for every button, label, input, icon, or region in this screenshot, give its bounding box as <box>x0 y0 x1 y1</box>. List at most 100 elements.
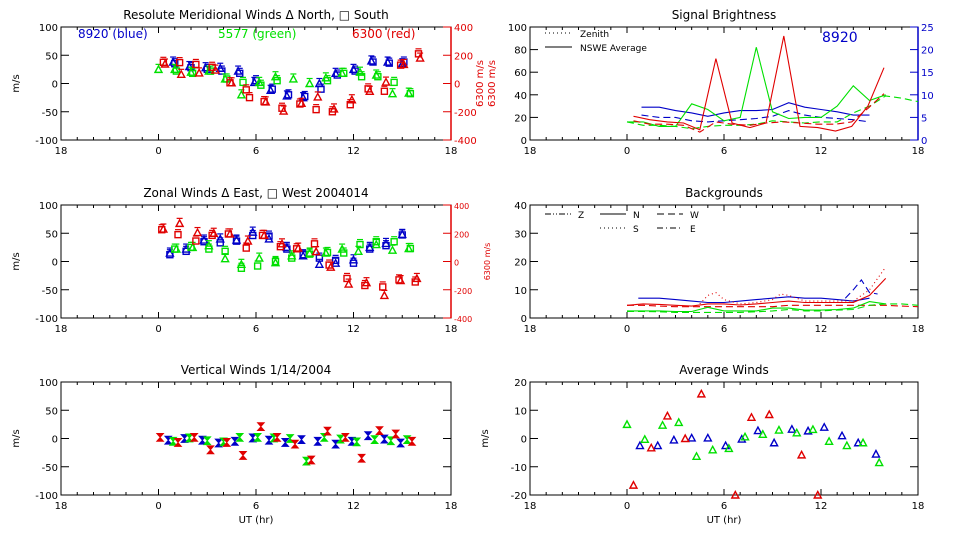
legend: Z N W S E <box>545 211 699 235</box>
data-point-triangle <box>753 425 763 435</box>
y-tick-label: 60 <box>514 68 527 79</box>
data-point-hourglass <box>272 432 282 442</box>
series-line <box>633 35 885 132</box>
data-point-triangle <box>646 442 656 452</box>
annotation-label: 6300 (red) <box>352 27 415 41</box>
legend-label: E <box>690 225 696 235</box>
data-point-triangle <box>764 409 774 419</box>
data-point-triangle <box>635 440 645 450</box>
data-point-hourglass <box>379 434 389 444</box>
x-tick-label: 18 <box>524 324 537 335</box>
data-point-square <box>171 245 179 253</box>
y-axis-label: m/s <box>11 252 22 270</box>
right-y-tick-label: 5 <box>921 113 927 124</box>
x-tick-label: 18 <box>912 501 925 512</box>
y-tick-label: 20 <box>514 113 527 124</box>
data-point-triangle <box>288 74 299 83</box>
data-point-triangle <box>330 68 341 78</box>
data-point-hourglass <box>180 434 189 443</box>
annotation-label: 8920 (blue) <box>78 27 148 41</box>
data-point-square <box>395 276 403 284</box>
data-point-square <box>188 69 197 78</box>
data-point-triangle <box>192 227 203 237</box>
data-point-triangle <box>737 434 747 443</box>
data-point-square <box>276 242 285 251</box>
data-point-hourglass <box>297 435 306 445</box>
data-point-square <box>310 240 319 248</box>
data-point-triangle <box>365 86 375 95</box>
right-y-tick-label: 200 <box>454 230 469 239</box>
series-8920 <box>635 422 881 458</box>
data-point-hourglass <box>357 453 367 463</box>
data-point-hourglass <box>290 439 300 449</box>
y-tick-label: 0 <box>521 136 527 147</box>
annotation-label: 8920 <box>822 30 858 46</box>
y-axis-label: m/s <box>11 74 22 92</box>
x-tick-label: 6 <box>253 146 259 157</box>
series-5577-nswe-average <box>627 47 886 127</box>
y-axis-label: 6300 m/s <box>475 60 486 107</box>
x-tick-label: 0 <box>624 146 630 157</box>
plot-frame <box>529 381 919 496</box>
y-tick-label: -50 <box>42 108 58 119</box>
series-6300-zenith <box>633 93 885 133</box>
data-point-triangle <box>176 69 186 79</box>
data-point-hourglass <box>280 438 290 447</box>
y-tick-label: -100 <box>35 314 58 325</box>
data-point-square <box>172 67 181 75</box>
data-point-hourglass <box>323 426 332 436</box>
data-point-hourglass <box>189 432 199 442</box>
data-point-square <box>182 247 190 256</box>
data-point-square <box>301 92 309 101</box>
series-6300 <box>155 422 417 465</box>
data-point-square <box>232 237 241 245</box>
data-point-square <box>382 241 390 250</box>
right-y-tick-label: 15 <box>921 68 934 79</box>
series-6300-nswe-average <box>633 35 885 132</box>
data-point-hourglass <box>386 436 396 446</box>
y-tick-label: 50 <box>45 406 58 417</box>
data-point-hourglass <box>206 445 215 455</box>
data-point-hourglass <box>238 451 248 460</box>
data-point-triangle <box>381 77 391 86</box>
data-point-square <box>323 76 332 85</box>
y-tick-label: 50 <box>45 229 58 240</box>
series-8920-n <box>638 296 870 304</box>
series-line <box>641 102 870 117</box>
x-tick-label: 0 <box>155 146 161 157</box>
y-tick-label: -10 <box>511 463 527 474</box>
data-point-triangle <box>165 248 175 257</box>
chart-title: Signal Brightness <box>672 8 777 22</box>
data-point-triangle <box>415 53 425 62</box>
data-point-triangle <box>640 434 650 444</box>
annotation-label: 5577 (green) <box>218 27 296 41</box>
data-point-triangle <box>724 443 734 453</box>
data-point-triangle <box>740 431 750 441</box>
data-point-triangle <box>236 89 247 99</box>
data-point-square <box>390 78 398 87</box>
right-y-tick-label: 200 <box>454 51 473 62</box>
series-line <box>844 278 878 299</box>
data-point-hourglass <box>230 436 240 446</box>
y-tick-label: -50 <box>42 286 58 297</box>
data-point-triangle <box>680 433 690 443</box>
x-tick-label: 12 <box>815 324 828 335</box>
data-point-square <box>242 86 250 94</box>
data-point-triangle <box>824 436 834 446</box>
data-point-square <box>284 91 293 99</box>
data-point-triangle <box>337 244 347 253</box>
series-6300-south <box>159 48 423 116</box>
data-point-hourglass <box>370 435 380 445</box>
data-point-hourglass <box>336 434 345 444</box>
data-point-square <box>340 69 348 78</box>
y-axis-label: m/s <box>11 429 22 447</box>
series-line <box>638 296 870 304</box>
x-tick-label: 18 <box>445 324 458 335</box>
data-point-square <box>340 249 348 257</box>
data-point-square <box>414 50 423 58</box>
x-tick-label: 6 <box>253 324 259 335</box>
data-point-triangle <box>858 437 868 447</box>
data-point-square <box>328 108 337 116</box>
data-point-square <box>175 58 184 67</box>
data-point-triangle <box>774 425 784 434</box>
